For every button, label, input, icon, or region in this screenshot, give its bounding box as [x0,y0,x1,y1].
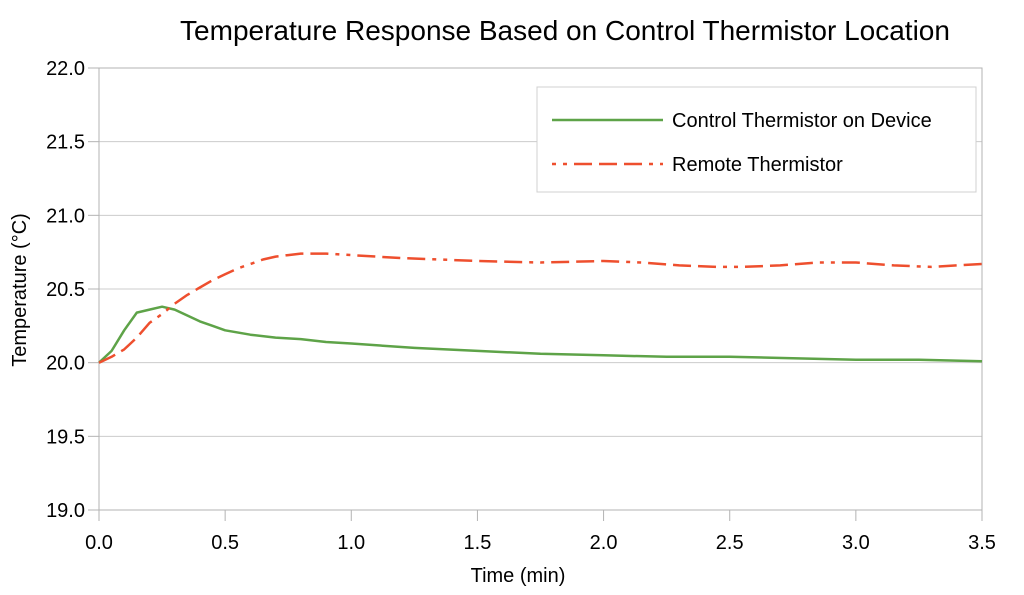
tick-marks [88,67,983,521]
y-tick-label-21: 21.0 [46,205,85,227]
x-tick-label-2: 2.0 [590,532,618,554]
legend: Control Thermistor on Device Remote Ther… [536,86,977,193]
y-tick-label-21.5: 21.5 [46,132,85,154]
legend-box [536,86,977,193]
chart-title: Temperature Response Based on Control Th… [180,15,950,46]
y-tick-label-22: 22.0 [46,58,85,80]
x-tick-label-1.5: 1.5 [464,532,492,554]
tick-labels: 19.0 19.5 20.0 20.5 21.0 21.5 22.0 0.0 0.5 1.0 1.5… [46,58,996,554]
series-lines [98,252,983,364]
y-tick-label-20: 20.0 [46,353,85,375]
legend-label-control-thermistor: Control Thermistor on Device [672,110,932,132]
x-tick-label-0: 0.0 [85,532,113,554]
plot-border [98,67,983,511]
y-tick-label-20.5: 20.5 [46,279,85,301]
legend-label-remote-thermistor: Remote Thermistor [672,154,843,176]
y-tick-label-19: 19.0 [46,500,85,522]
x-tick-label-3.5: 3.5 [968,532,996,554]
y-tick-label-19.5: 19.5 [46,426,85,448]
series-line-remote-thermistor [98,252,983,364]
x-tick-label-1: 1.0 [337,532,365,554]
x-tick-label-3: 3.0 [842,532,870,554]
series-line-control-thermistor-on-device [98,305,983,364]
x-tick-label-2.5: 2.5 [716,532,744,554]
y-axis-title: Temperature (°C) [9,213,31,367]
x-tick-label-0.5: 0.5 [211,532,239,554]
x-axis-title: Time (min) [471,565,566,587]
